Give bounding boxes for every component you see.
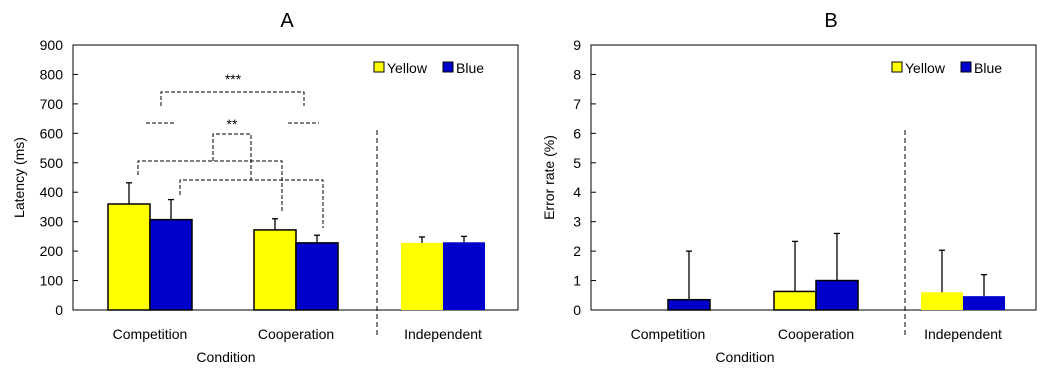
bar-blue-cooperation bbox=[295, 242, 339, 311]
bar-blue-independent bbox=[963, 296, 1005, 310]
y-tick-label: 900 bbox=[40, 37, 64, 53]
bar-blue-competition bbox=[149, 218, 193, 311]
sig-label: *** bbox=[225, 71, 242, 87]
y-tick-label: 7 bbox=[573, 96, 581, 112]
y-tick-label: 2 bbox=[573, 243, 581, 259]
y-tick-label: 1 bbox=[573, 273, 581, 289]
y-tick-label: 100 bbox=[40, 273, 64, 289]
y-tick-label: 200 bbox=[40, 243, 64, 259]
x-tick-label-independent: Independent bbox=[924, 326, 1002, 342]
legend-label-blue: Blue bbox=[974, 60, 1002, 76]
y-tick-label: 9 bbox=[573, 37, 581, 53]
x-tick-label-cooperation: Cooperation bbox=[258, 326, 334, 342]
y-tick-label: 3 bbox=[573, 214, 581, 230]
legend-label-blue: Blue bbox=[456, 60, 484, 76]
y-tick-label: 400 bbox=[40, 184, 64, 200]
y-tick-label: 5 bbox=[573, 155, 581, 171]
y-tick-label: 0 bbox=[573, 302, 581, 318]
sig-bracket-inner bbox=[212, 133, 252, 180]
chart-a: A 0 100 200 300 400 500 600 700 800 900 Latency (ms… bbox=[11, 10, 519, 365]
y-tick-label: 500 bbox=[40, 155, 64, 171]
x-tick-label-competition: Competition bbox=[631, 326, 706, 342]
x-tick-label-cooperation: Cooperation bbox=[778, 326, 854, 342]
bar-blue-cooperation bbox=[815, 279, 859, 311]
chart-title: A bbox=[280, 10, 294, 32]
bar-blue-competition bbox=[667, 298, 711, 311]
legend-swatch-blue bbox=[442, 61, 454, 73]
y-tick-label: 600 bbox=[40, 125, 64, 141]
bar-yellow-cooperation bbox=[773, 290, 817, 311]
y-tick-label: 800 bbox=[40, 66, 64, 82]
y-tick-label: 700 bbox=[40, 96, 64, 112]
x-axis-label: Condition bbox=[715, 349, 774, 365]
y-axis-label: Latency (ms) bbox=[11, 137, 27, 218]
y-tick-label: 0 bbox=[55, 302, 63, 318]
bar-yellow-independent bbox=[401, 242, 443, 310]
bar-blue-independent bbox=[443, 242, 485, 310]
legend-swatch-blue bbox=[960, 61, 972, 73]
plot-area bbox=[590, 44, 1037, 311]
x-tick-label-independent: Independent bbox=[404, 326, 482, 342]
bar-yellow-independent bbox=[921, 292, 963, 310]
sig-bracket-yellow bbox=[137, 160, 283, 212]
y-tick-label: 8 bbox=[573, 66, 581, 82]
sig-bracket-top bbox=[160, 91, 305, 106]
y-axis-label: Error rate (%) bbox=[541, 135, 557, 220]
bar-yellow-competition bbox=[107, 203, 151, 311]
chart-b: B 0 1 2 3 4 5 6 7 8 9 Error rate (%) Competition Coop… bbox=[541, 10, 1037, 365]
sig-bracket-blue bbox=[179, 179, 324, 228]
sig-label: ** bbox=[227, 116, 238, 132]
legend-label-yellow: Yellow bbox=[905, 60, 946, 76]
y-tick-label: 300 bbox=[40, 214, 64, 230]
y-tick-label: 4 bbox=[573, 184, 581, 200]
chart-title: B bbox=[824, 10, 837, 32]
x-tick-label-competition: Competition bbox=[113, 326, 188, 342]
bar-yellow-cooperation bbox=[253, 229, 297, 311]
x-axis-label: Condition bbox=[196, 349, 255, 365]
legend-label-yellow: Yellow bbox=[387, 60, 428, 76]
legend-swatch-yellow bbox=[891, 61, 903, 73]
y-tick-label: 6 bbox=[573, 125, 581, 141]
legend-swatch-yellow bbox=[373, 61, 385, 73]
